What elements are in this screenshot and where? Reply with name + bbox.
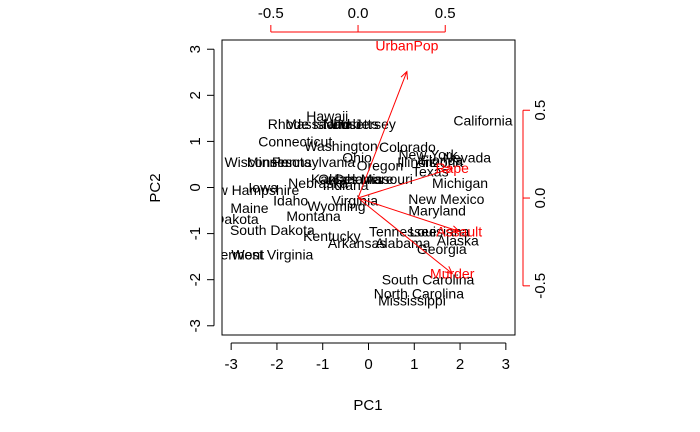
point-label: Kentucky xyxy=(303,228,361,244)
point-label: New York xyxy=(398,146,458,162)
loading-arrow xyxy=(357,197,460,232)
loading-arrow xyxy=(357,71,408,199)
point-label: Georgia xyxy=(417,241,467,257)
loading-arrowhead xyxy=(444,166,454,175)
x-tick-label: 1 xyxy=(410,356,418,373)
point-label: West Virginia xyxy=(231,246,313,262)
point-label: Missouri xyxy=(361,171,413,187)
point-label: Vermont xyxy=(212,246,264,262)
point-label: Illinois xyxy=(397,154,436,170)
point-label: Nevada xyxy=(443,150,491,166)
bottom-axis: -3 -2 -1 0 1 2 3 xyxy=(224,342,510,373)
point-label: Florida xyxy=(420,152,463,168)
x-tick-label: 2 xyxy=(456,356,464,373)
y-tick-label: -3 xyxy=(187,319,204,332)
point-label: New Mexico xyxy=(408,191,484,207)
point-label: Idaho xyxy=(273,192,308,208)
loading-label: UrbanPop xyxy=(375,37,438,53)
point-label: Wisconsin xyxy=(224,154,288,170)
x-tick-label: -1 xyxy=(316,356,329,373)
loading-arrowhead xyxy=(444,266,454,275)
point-label: South Carolina xyxy=(382,272,475,288)
point-label: Ohio xyxy=(342,150,372,166)
point-label: California xyxy=(453,113,512,129)
point-label: Texas xyxy=(412,163,449,179)
point-label: Colorado xyxy=(379,139,436,155)
point-label: Alaska xyxy=(437,233,479,249)
point-label: Kansas xyxy=(311,171,358,187)
top-tick-label: 0.5 xyxy=(435,5,456,22)
plot-box xyxy=(221,39,516,336)
point-label: Oregon xyxy=(357,157,404,173)
right-tick-label: 0.0 xyxy=(532,188,549,209)
loading-label: Assault xyxy=(436,223,482,239)
point-label: Rhode Island xyxy=(268,116,351,132)
y-tick-label: 1 xyxy=(187,137,204,145)
point-label: North Dakota xyxy=(176,211,259,227)
point-label: Massachusetts xyxy=(285,116,378,132)
point-label: Hawaii xyxy=(306,108,348,124)
x-tick-label: -2 xyxy=(270,356,283,373)
point-label: Washington xyxy=(304,138,377,154)
point-label: Michigan xyxy=(432,175,488,191)
x-tick-label: 3 xyxy=(502,356,510,373)
y-tick-label: 0 xyxy=(187,183,204,191)
point-label: Oklahoma xyxy=(318,171,382,187)
point-label: Nebraska xyxy=(288,175,348,191)
y-tick-label: -1 xyxy=(187,227,204,240)
y-tick-label: 2 xyxy=(187,91,204,99)
point-label: Arizona xyxy=(416,154,464,170)
point-label: Connecticut xyxy=(258,133,332,149)
loading-label: Murder xyxy=(430,266,475,282)
left-axis: -3 -2 -1 0 1 2 3 xyxy=(187,45,215,332)
point-label: Utah xyxy=(331,116,361,132)
x-axis-title: PC1 xyxy=(353,397,382,414)
top-tick-label: 0.0 xyxy=(348,5,369,22)
right-tick-label: 0.5 xyxy=(532,100,549,121)
loading-label: Rape xyxy=(435,160,469,176)
right-tick-label: -0.5 xyxy=(532,273,549,299)
top-axis: -0.5 0.0 0.5 xyxy=(258,5,456,33)
y-axis-title: PC2 xyxy=(147,173,164,202)
y-tick-label: 3 xyxy=(187,45,204,53)
point-label: New Hampshire xyxy=(200,182,300,198)
point-label: Tennessee xyxy=(369,223,437,239)
loading-arrow xyxy=(357,167,453,199)
point-label: New Jersey xyxy=(323,116,396,132)
point-label: Minnesota xyxy=(247,154,312,170)
y-tick-label: -2 xyxy=(187,273,204,286)
point-label: Alabama xyxy=(375,235,430,251)
point-label: South Dakota xyxy=(230,222,315,238)
loading-arrows: UrbanPop Rape Assault Murder xyxy=(357,37,482,282)
point-label: Wyoming xyxy=(307,198,365,214)
point-label: Maryland xyxy=(408,203,466,219)
point-label: Montana xyxy=(286,208,341,224)
point-label: Pennsylvania xyxy=(272,154,355,170)
point-label: Maine xyxy=(230,200,268,216)
point-label: North Carolina xyxy=(374,286,464,302)
loading-arrow xyxy=(357,197,453,274)
point-label: Indiana xyxy=(323,177,369,193)
point-label: Mississippi xyxy=(378,292,446,308)
top-tick-label: -0.5 xyxy=(258,5,284,22)
point-label: Arkansas xyxy=(328,235,386,251)
x-tick-label: -3 xyxy=(224,356,237,373)
point-label: Delaware xyxy=(334,171,393,187)
point-label: Iowa xyxy=(248,180,278,196)
loading-arrowhead xyxy=(451,225,461,233)
x-tick-label: 0 xyxy=(364,356,372,373)
loading-arrowhead xyxy=(400,70,409,80)
right-axis: -0.5 0.0 0.5 xyxy=(522,100,549,299)
